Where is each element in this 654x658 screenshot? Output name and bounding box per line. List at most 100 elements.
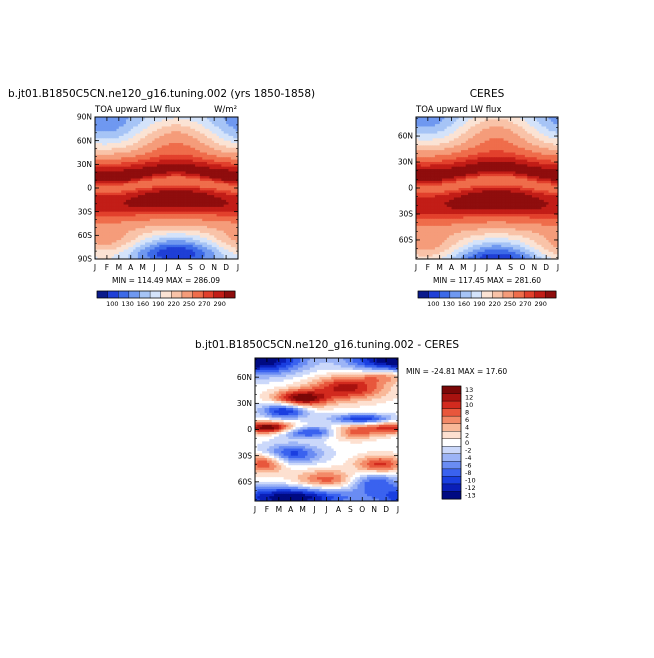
heatmap-cell bbox=[437, 152, 441, 156]
heatmap-cell bbox=[233, 256, 237, 259]
heatmap-cell bbox=[140, 256, 144, 259]
heatmap-cell bbox=[423, 121, 426, 125]
heatmap-cell bbox=[137, 173, 141, 177]
heatmap-cell bbox=[503, 121, 507, 125]
heatmap-cell bbox=[187, 247, 191, 250]
heatmap-cell bbox=[195, 240, 198, 243]
heatmap-cell bbox=[233, 218, 237, 222]
heatmap-cell bbox=[133, 256, 136, 259]
heatmap-cell bbox=[211, 211, 215, 215]
heatmap-cell bbox=[111, 240, 115, 243]
heatmap-cell bbox=[137, 183, 141, 187]
heatmap-cell bbox=[190, 117, 194, 120]
heatmap-cell bbox=[475, 152, 478, 156]
heatmap-cell bbox=[468, 135, 471, 139]
heatmap-cell bbox=[156, 232, 160, 236]
heatmap-cell bbox=[423, 154, 426, 158]
heatmap-cell bbox=[221, 161, 225, 165]
heatmap-cell bbox=[176, 176, 179, 179]
heatmap-cell bbox=[121, 225, 124, 229]
heatmap-cell bbox=[145, 199, 148, 203]
heatmap-cell bbox=[527, 159, 530, 163]
heatmap-cell bbox=[226, 128, 229, 132]
heatmap-cell bbox=[221, 166, 225, 170]
heatmap-cell bbox=[543, 126, 547, 130]
heatmap-cell bbox=[185, 249, 189, 253]
heatmap-cell bbox=[159, 204, 163, 208]
heatmap-cell bbox=[555, 133, 558, 137]
heatmap-cell bbox=[449, 159, 452, 163]
heatmap-cell bbox=[505, 124, 509, 127]
heatmap-cell bbox=[152, 128, 155, 132]
heatmap-cell bbox=[178, 180, 182, 184]
heatmap-cell bbox=[472, 169, 476, 172]
heatmap-cell bbox=[171, 124, 175, 127]
heatmap-cell bbox=[195, 199, 198, 203]
heatmap-cell bbox=[118, 143, 122, 146]
heatmap-cell bbox=[140, 235, 144, 239]
heatmap-cell bbox=[221, 138, 225, 142]
heatmap-cell bbox=[95, 121, 98, 125]
heatmap-cell bbox=[166, 192, 170, 196]
heatmap-cell bbox=[183, 169, 186, 172]
heatmap-cell bbox=[223, 147, 227, 151]
heatmap-cell bbox=[147, 235, 151, 239]
heatmap-cell bbox=[109, 197, 113, 201]
heatmap-cell bbox=[543, 166, 547, 170]
heatmap-cell bbox=[164, 211, 167, 215]
heatmap-cell bbox=[173, 169, 177, 172]
heatmap-cell bbox=[156, 152, 160, 156]
heatmap-cell bbox=[135, 152, 139, 156]
heatmap-cell bbox=[121, 235, 124, 239]
heatmap-cell bbox=[173, 199, 177, 203]
heatmap-cell bbox=[427, 140, 431, 144]
heatmap-cell bbox=[142, 131, 146, 134]
heatmap-cell bbox=[114, 119, 117, 123]
heatmap-cell bbox=[418, 117, 422, 120]
heatmap-cell bbox=[123, 145, 127, 149]
heatmap-cell bbox=[130, 218, 134, 222]
heatmap-cell bbox=[503, 147, 507, 151]
heatmap-cell bbox=[468, 133, 471, 137]
heatmap-cell bbox=[97, 242, 101, 246]
heatmap-cell bbox=[164, 121, 167, 125]
heatmap-cell bbox=[190, 232, 194, 236]
heatmap-cell bbox=[543, 135, 547, 139]
heatmap-cell bbox=[147, 188, 151, 191]
heatmap-cell bbox=[142, 173, 146, 177]
heatmap-cell bbox=[142, 126, 146, 130]
heatmap-cell bbox=[195, 135, 198, 139]
heatmap-cell bbox=[482, 117, 486, 120]
heatmap-cell bbox=[173, 218, 177, 222]
heatmap-cell bbox=[135, 169, 139, 172]
heatmap-cell bbox=[180, 218, 184, 222]
heatmap-cell bbox=[140, 218, 144, 222]
heatmap-cell bbox=[104, 204, 108, 208]
heatmap-cell bbox=[149, 117, 153, 120]
heatmap-cell bbox=[97, 206, 101, 210]
heatmap-cell bbox=[230, 121, 234, 125]
heatmap-cell bbox=[439, 117, 443, 120]
heatmap-cell bbox=[439, 126, 443, 130]
heatmap-cell bbox=[416, 166, 419, 170]
heatmap-cell bbox=[536, 152, 540, 156]
heatmap-cell bbox=[118, 171, 122, 175]
heatmap-cell bbox=[156, 185, 160, 189]
heatmap-cell bbox=[221, 145, 225, 149]
heatmap-cell bbox=[209, 188, 213, 191]
heatmap-cell bbox=[199, 190, 203, 194]
heatmap-cell bbox=[482, 159, 486, 163]
heatmap-cell bbox=[176, 143, 179, 146]
heatmap-cell bbox=[145, 166, 148, 170]
heatmap-cell bbox=[159, 128, 163, 132]
heatmap-cell bbox=[197, 117, 201, 120]
heatmap-cell bbox=[106, 161, 110, 165]
heatmap-cell bbox=[118, 230, 122, 234]
heatmap-cell bbox=[128, 117, 132, 120]
heatmap-cell bbox=[465, 159, 469, 163]
heatmap-cell bbox=[109, 143, 113, 146]
heatmap-cell bbox=[226, 183, 229, 187]
heatmap-cell bbox=[209, 176, 213, 179]
heatmap-cell bbox=[171, 121, 175, 125]
heatmap-cell bbox=[190, 150, 194, 153]
